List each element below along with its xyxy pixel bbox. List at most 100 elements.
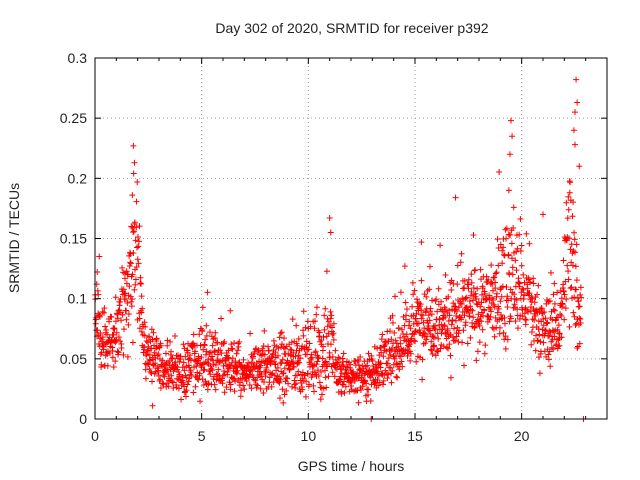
data-point bbox=[460, 327, 467, 334]
data-point bbox=[470, 285, 477, 292]
data-point bbox=[198, 354, 205, 361]
data-point bbox=[202, 336, 209, 343]
data-point bbox=[274, 364, 281, 371]
data-point bbox=[332, 347, 339, 354]
data-point bbox=[560, 257, 567, 264]
data-point bbox=[462, 319, 469, 326]
data-point bbox=[153, 335, 160, 342]
data-point bbox=[234, 367, 241, 374]
data-point bbox=[318, 368, 325, 375]
data-point bbox=[340, 363, 347, 370]
data-point bbox=[573, 241, 580, 248]
data-point bbox=[106, 318, 113, 325]
data-point bbox=[576, 315, 583, 322]
data-point bbox=[312, 318, 319, 325]
data-point bbox=[280, 344, 287, 351]
data-point bbox=[320, 343, 327, 350]
data-point bbox=[393, 340, 400, 347]
data-point bbox=[474, 348, 481, 355]
data-point bbox=[202, 378, 209, 385]
data-point bbox=[391, 329, 398, 336]
data-point bbox=[96, 312, 103, 319]
data-point bbox=[559, 301, 566, 308]
y-tick-label: 0.3 bbox=[68, 50, 88, 66]
data-point bbox=[302, 324, 309, 331]
data-point bbox=[227, 381, 234, 388]
data-point bbox=[455, 338, 462, 345]
data-point bbox=[516, 280, 523, 287]
data-point bbox=[364, 362, 371, 369]
data-point bbox=[327, 308, 334, 315]
data-point bbox=[172, 333, 179, 340]
data-point bbox=[338, 390, 345, 397]
data-point bbox=[577, 320, 584, 327]
data-point bbox=[492, 270, 499, 277]
data-point bbox=[236, 338, 243, 345]
data-point bbox=[571, 313, 578, 320]
data-point bbox=[175, 368, 182, 375]
data-point bbox=[128, 303, 135, 310]
data-point bbox=[519, 285, 526, 292]
data-point bbox=[423, 333, 430, 340]
data-point bbox=[135, 260, 142, 267]
data-point bbox=[398, 358, 405, 365]
data-point bbox=[334, 359, 341, 366]
data-point bbox=[459, 309, 466, 316]
data-point bbox=[183, 374, 190, 381]
data-point bbox=[221, 389, 228, 396]
data-point bbox=[399, 326, 406, 333]
data-point bbox=[533, 332, 540, 339]
data-point bbox=[109, 354, 116, 361]
data-point bbox=[156, 378, 163, 385]
data-point bbox=[520, 271, 527, 278]
data-point bbox=[485, 276, 492, 283]
data-point bbox=[418, 307, 425, 314]
data-point bbox=[570, 248, 577, 255]
data-point bbox=[150, 329, 157, 336]
x-axis-ticks: 0 5 10 15 20 bbox=[91, 58, 587, 444]
data-point bbox=[546, 298, 553, 305]
data-point bbox=[496, 330, 503, 337]
data-point bbox=[574, 99, 581, 106]
data-point bbox=[131, 159, 138, 166]
y-tick-label: 0.05 bbox=[60, 351, 87, 367]
data-point bbox=[481, 350, 488, 357]
data-point bbox=[426, 327, 433, 334]
data-point bbox=[201, 342, 208, 349]
data-point bbox=[127, 260, 134, 267]
data-point bbox=[573, 320, 580, 327]
data-point bbox=[387, 351, 394, 358]
data-point bbox=[547, 269, 554, 276]
data-point bbox=[212, 361, 219, 368]
data-point bbox=[410, 312, 417, 319]
data-point bbox=[388, 336, 395, 343]
data-point bbox=[214, 339, 221, 346]
data-point bbox=[428, 347, 435, 354]
data-point bbox=[425, 312, 432, 319]
data-point bbox=[442, 330, 449, 337]
data-point bbox=[403, 312, 410, 319]
data-point bbox=[446, 341, 453, 348]
data-point bbox=[297, 355, 304, 362]
data-point bbox=[183, 387, 190, 394]
data-point bbox=[195, 355, 202, 362]
data-point bbox=[238, 387, 245, 394]
data-point bbox=[464, 340, 471, 347]
data-point bbox=[572, 249, 579, 256]
data-point bbox=[169, 379, 176, 386]
data-point bbox=[104, 331, 111, 338]
data-point bbox=[510, 204, 517, 211]
data-point bbox=[377, 360, 384, 367]
data-point bbox=[558, 334, 565, 341]
data-point bbox=[428, 311, 435, 318]
data-point bbox=[536, 331, 543, 338]
data-point bbox=[161, 373, 168, 380]
data-point bbox=[493, 290, 500, 297]
data-point bbox=[528, 328, 535, 335]
data-point bbox=[505, 297, 512, 304]
data-point bbox=[108, 314, 115, 321]
data-point bbox=[322, 374, 329, 381]
data-point bbox=[401, 263, 408, 270]
data-point bbox=[134, 233, 141, 240]
data-point bbox=[477, 313, 484, 320]
